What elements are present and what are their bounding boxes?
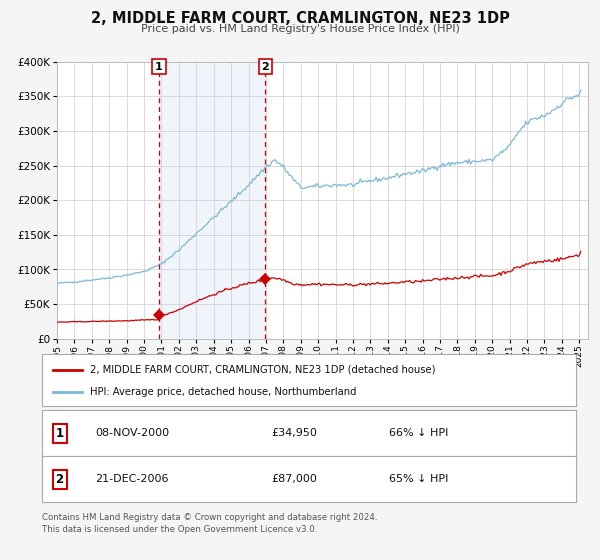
Text: £87,000: £87,000 <box>272 474 317 484</box>
Text: £34,950: £34,950 <box>272 428 317 438</box>
Text: 2: 2 <box>262 62 269 72</box>
Text: Price paid vs. HM Land Registry's House Price Index (HPI): Price paid vs. HM Land Registry's House … <box>140 24 460 34</box>
Text: HPI: Average price, detached house, Northumberland: HPI: Average price, detached house, Nort… <box>90 386 356 396</box>
Text: Contains HM Land Registry data © Crown copyright and database right 2024.: Contains HM Land Registry data © Crown c… <box>42 513 377 522</box>
Text: This data is licensed under the Open Government Licence v3.0.: This data is licensed under the Open Gov… <box>42 525 317 534</box>
Text: 1: 1 <box>155 62 163 72</box>
Text: 2: 2 <box>56 473 64 486</box>
Text: 2, MIDDLE FARM COURT, CRAMLINGTON, NE23 1DP: 2, MIDDLE FARM COURT, CRAMLINGTON, NE23 … <box>91 11 509 26</box>
Text: 65% ↓ HPI: 65% ↓ HPI <box>389 474 448 484</box>
Text: 1: 1 <box>56 427 64 440</box>
Text: 66% ↓ HPI: 66% ↓ HPI <box>389 428 448 438</box>
Text: 21-DEC-2006: 21-DEC-2006 <box>95 474 169 484</box>
Bar <box>159 62 265 339</box>
Text: 08-NOV-2000: 08-NOV-2000 <box>95 428 170 438</box>
Text: 2, MIDDLE FARM COURT, CRAMLINGTON, NE23 1DP (detached house): 2, MIDDLE FARM COURT, CRAMLINGTON, NE23 … <box>90 365 436 375</box>
